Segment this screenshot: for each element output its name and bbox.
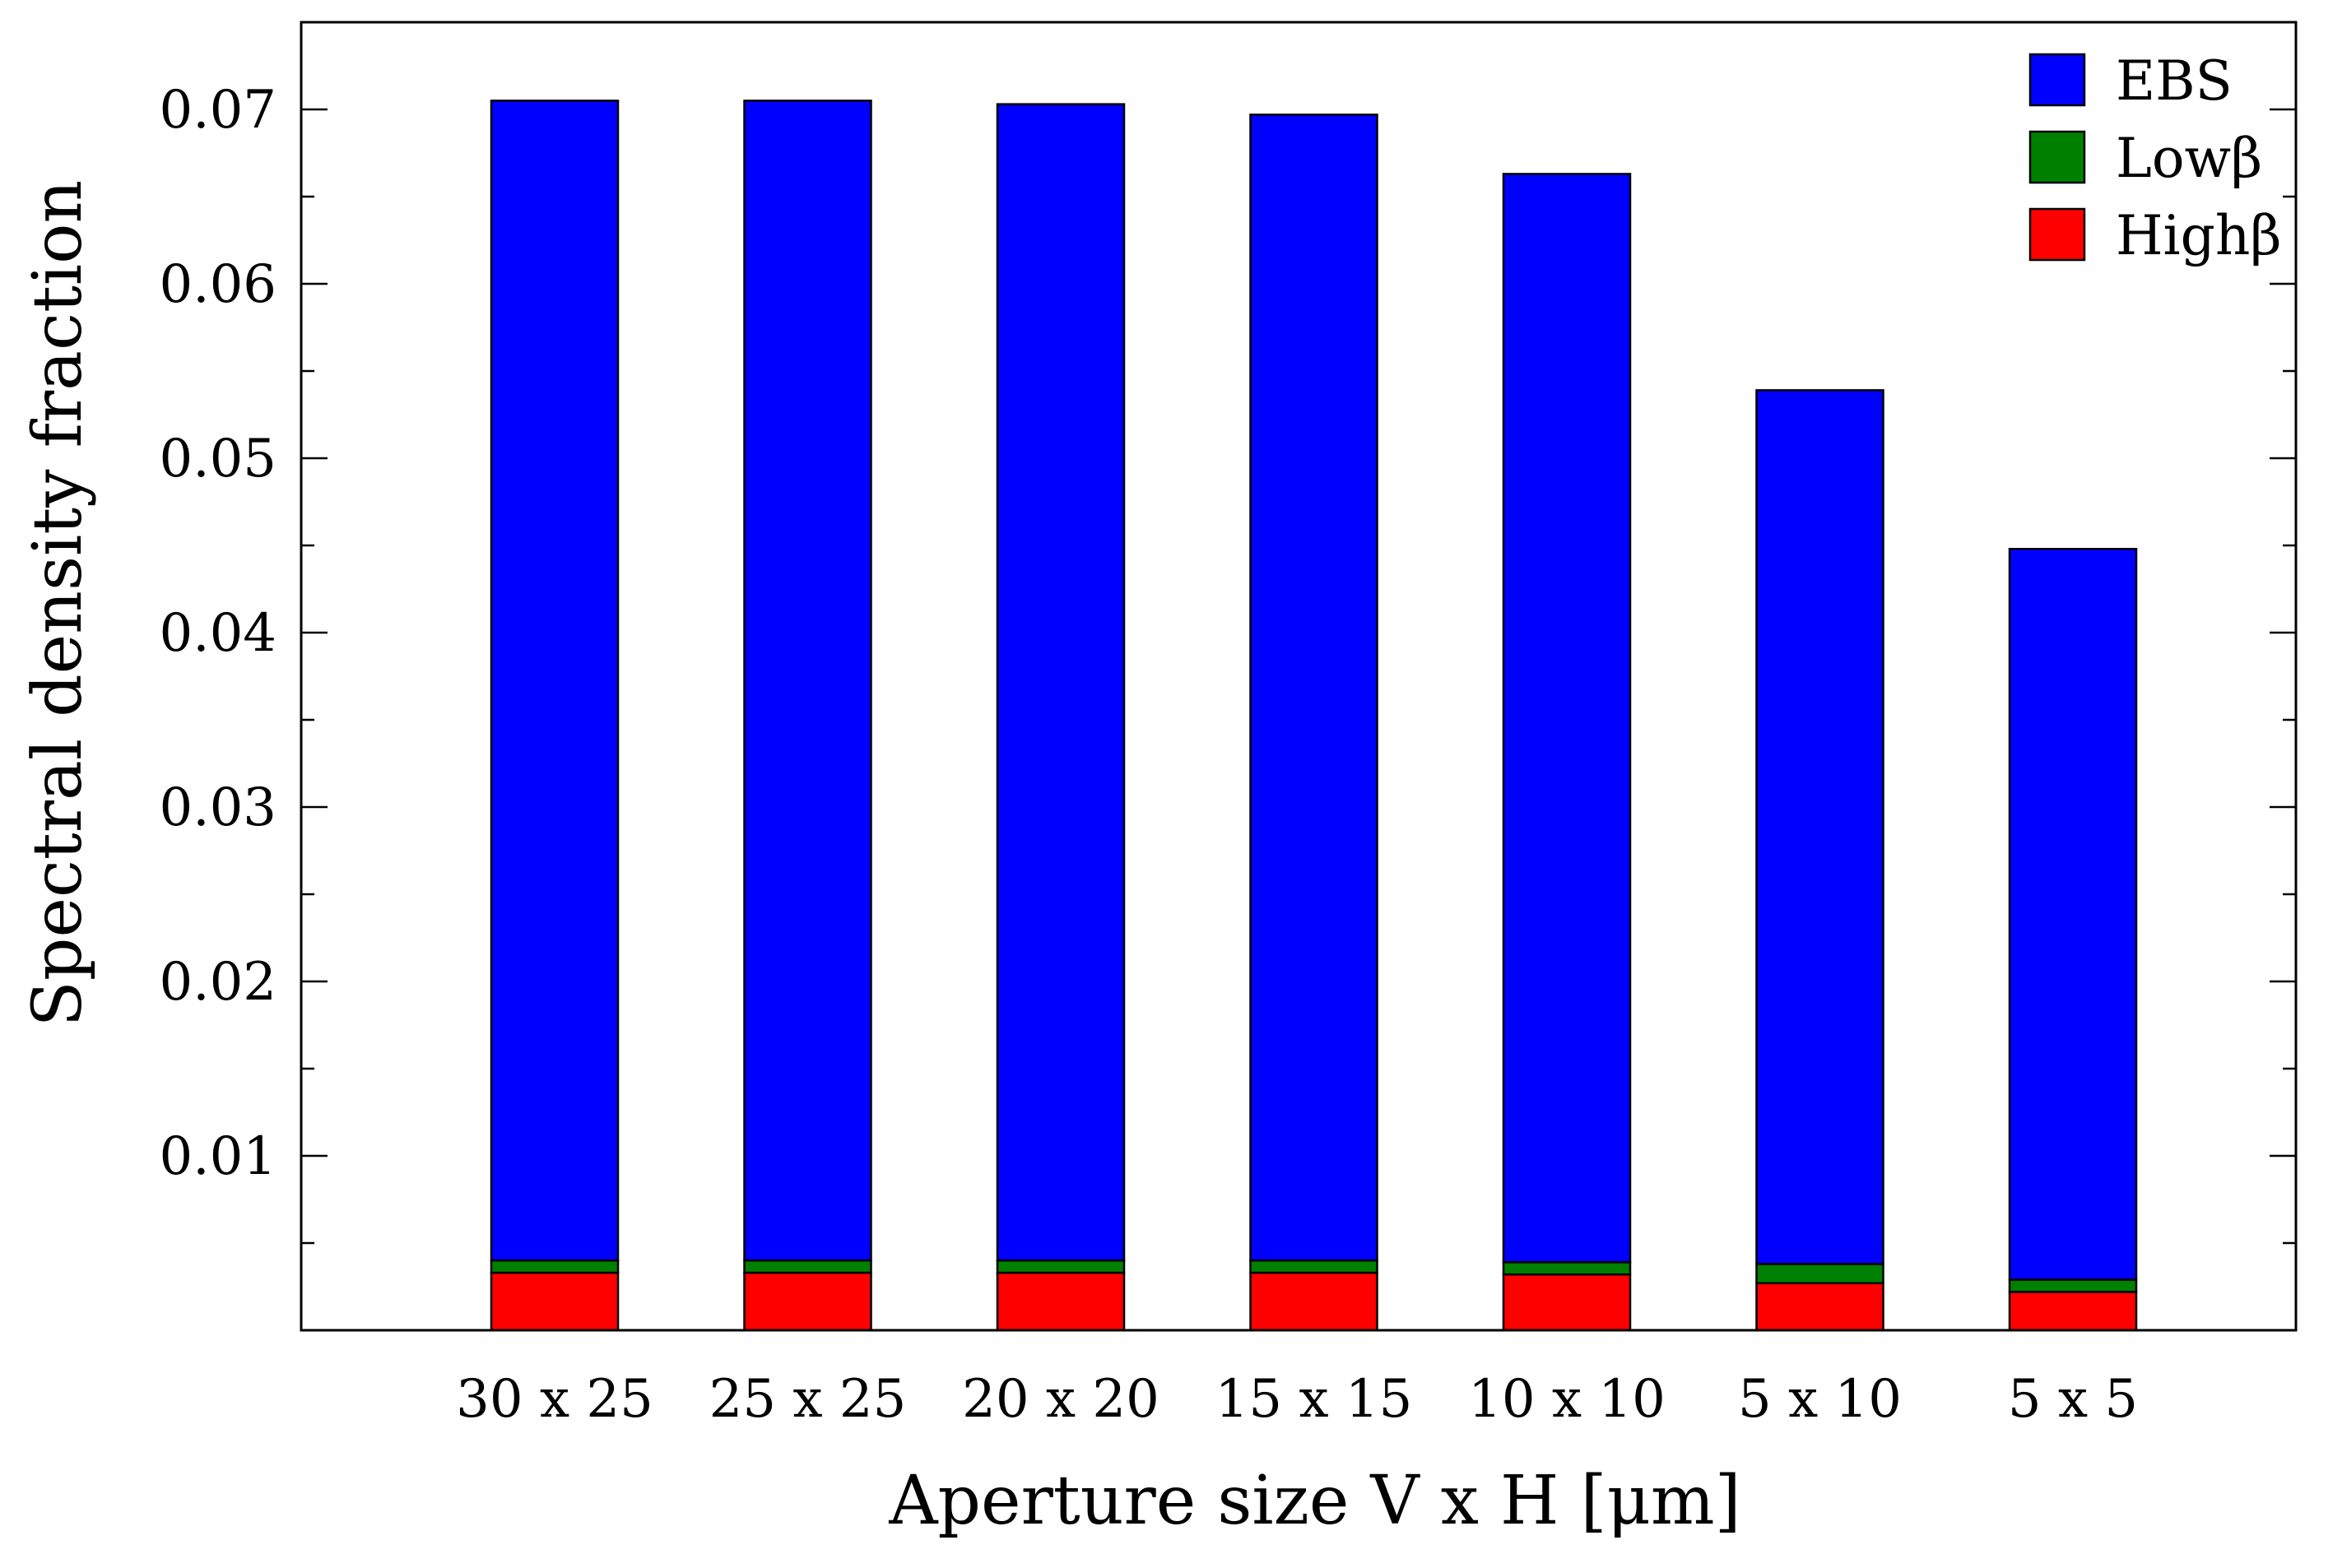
bar-low-2 bbox=[996, 1259, 1126, 1274]
bar-high-5 bbox=[1755, 1282, 1884, 1332]
bar-low-5 bbox=[1755, 1263, 1884, 1285]
bar-high-2 bbox=[996, 1271, 1126, 1332]
legend-label-low: Lowβ bbox=[2116, 127, 2262, 190]
bar-ebs-3 bbox=[1249, 114, 1378, 1262]
y-tick-label: 0.06 bbox=[160, 254, 277, 315]
legend-swatch-low bbox=[2028, 130, 2086, 184]
x-tick-label: 15 x 15 bbox=[1215, 1369, 1413, 1430]
plot-frame bbox=[300, 21, 2298, 1332]
bar-low-6 bbox=[2008, 1278, 2138, 1293]
y-tick-label: 0.04 bbox=[160, 603, 277, 664]
bar-ebs-2 bbox=[996, 103, 1126, 1262]
bar-low-1 bbox=[743, 1259, 872, 1274]
y-tick-label: 0.05 bbox=[160, 429, 277, 489]
bar-low-3 bbox=[1249, 1259, 1378, 1274]
bar-ebs-5 bbox=[1755, 389, 1884, 1265]
legend-swatch-ebs bbox=[2028, 53, 2086, 107]
bar-high-4 bbox=[1502, 1273, 1632, 1332]
bars-layer bbox=[490, 100, 2138, 1332]
bar-high-3 bbox=[1249, 1271, 1378, 1332]
legend-label-high: Highβ bbox=[2116, 204, 2282, 267]
y-tick-label: 0.02 bbox=[160, 952, 277, 1013]
x-tick-label: 20 x 20 bbox=[962, 1369, 1159, 1430]
bar-low-4 bbox=[1502, 1261, 1632, 1276]
x-tick-label: 25 x 25 bbox=[709, 1369, 907, 1430]
x-tick-label: 5 x 10 bbox=[1738, 1369, 1902, 1430]
x-tick-label: 10 x 10 bbox=[1468, 1369, 1666, 1430]
y-axis-title: Spectral density fraction bbox=[19, 180, 97, 1028]
bar-ebs-6 bbox=[2008, 547, 2138, 1281]
x-tick-label: 30 x 25 bbox=[456, 1369, 653, 1430]
legend: EBS Lowβ Highβ bbox=[2028, 49, 2282, 267]
bar-ebs-0 bbox=[490, 100, 620, 1262]
y-tick-label: 0.07 bbox=[160, 80, 277, 141]
y-tick-label: 0.01 bbox=[160, 1126, 277, 1187]
legend-label-ebs: EBS bbox=[2116, 49, 2233, 113]
legend-swatch-high bbox=[2028, 207, 2086, 262]
bar-high-1 bbox=[743, 1271, 872, 1332]
labels-layer: 0.01 0.02 0.03 0.04 0.05 0.06 0.07 30 x 25 25 x … bbox=[160, 80, 2139, 1430]
ticks-layer bbox=[301, 108, 2296, 1245]
bar-high-6 bbox=[2008, 1291, 2138, 1332]
bar-low-0 bbox=[490, 1259, 620, 1274]
x-axis-title: Aperture size V x H [μm] bbox=[888, 1462, 1740, 1540]
bar-ebs-4 bbox=[1502, 173, 1632, 1264]
bar-high-0 bbox=[490, 1271, 620, 1332]
x-tick-label: 5 x 5 bbox=[2008, 1369, 2138, 1430]
y-tick-label: 0.03 bbox=[160, 777, 277, 838]
bar-ebs-1 bbox=[743, 100, 872, 1262]
